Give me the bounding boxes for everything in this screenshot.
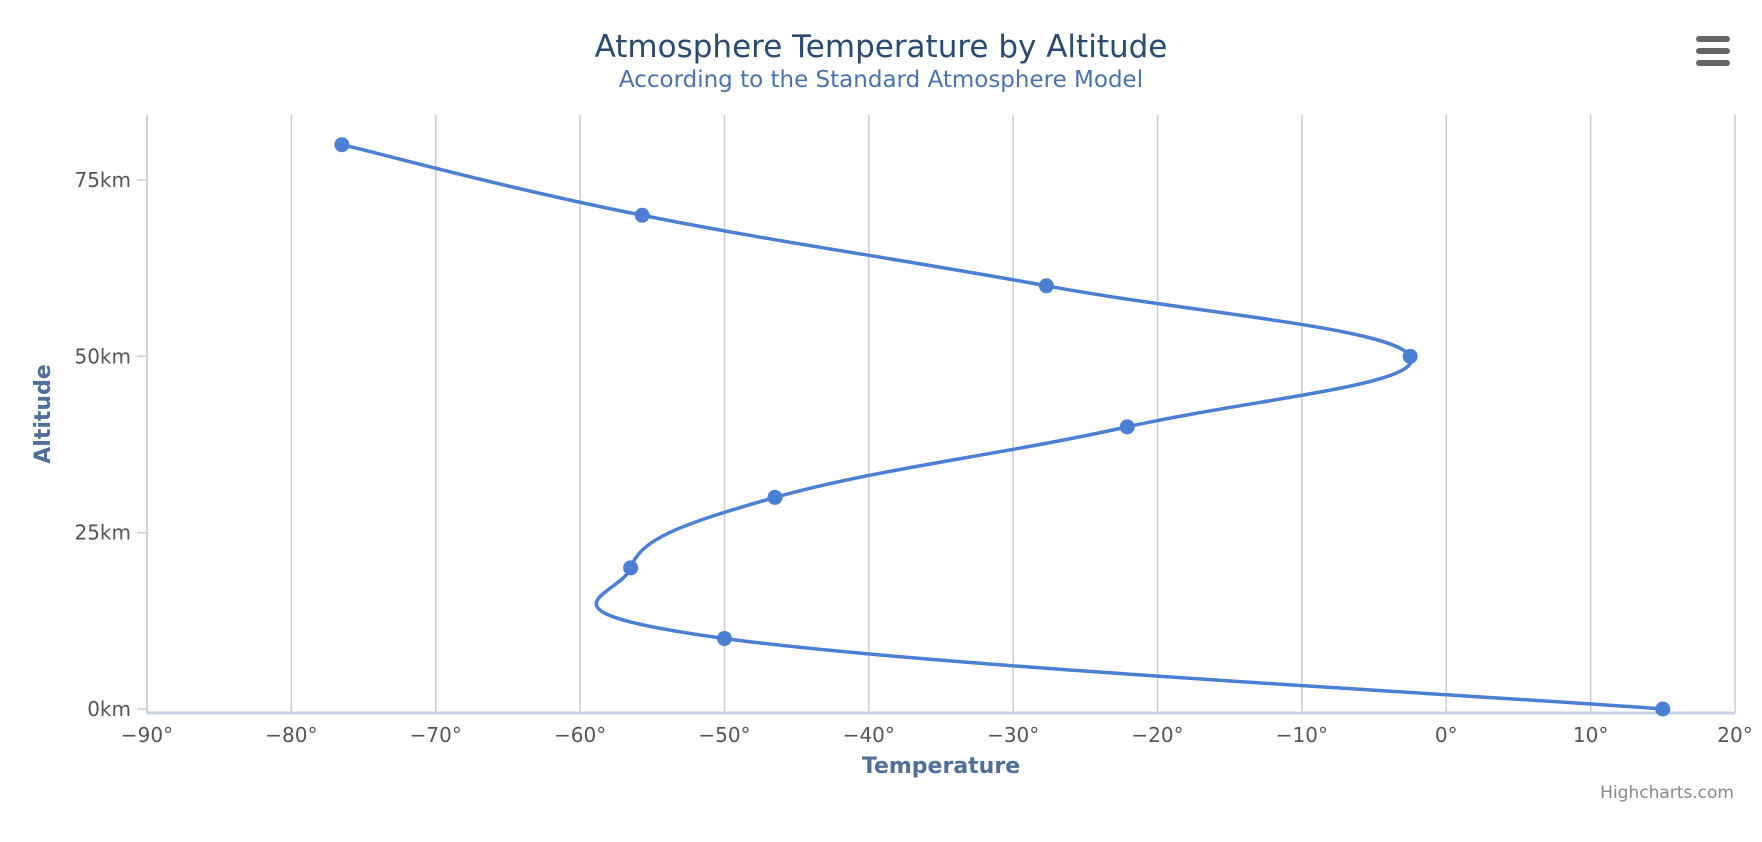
x-tick-label: −80° — [265, 723, 317, 747]
y-tick-label: 50km — [74, 344, 131, 368]
y-tick-label: 75km — [74, 168, 131, 192]
data-point[interactable] — [1038, 278, 1054, 294]
axes — [146, 115, 1735, 715]
x-tick-label: −40° — [843, 723, 895, 747]
chart-title: Atmosphere Temperature by Altitude — [595, 29, 1168, 65]
x-tick-label: −50° — [698, 723, 750, 747]
data-point[interactable] — [716, 630, 732, 646]
series-temperature — [334, 137, 1671, 717]
data-point[interactable] — [767, 489, 783, 505]
data-point[interactable] — [1655, 701, 1671, 717]
menu-icon-bar-3 — [1696, 60, 1730, 66]
x-grid-lines — [146, 115, 1736, 713]
credits-link[interactable]: Highcharts.com — [1600, 783, 1734, 803]
data-point[interactable] — [334, 137, 350, 153]
x-tick-label: −90° — [121, 723, 173, 747]
chart-subtitle: According to the Standard Atmosphere Mod… — [619, 67, 1143, 93]
x-tick-label: −70° — [410, 723, 462, 747]
x-axis-title: Temperature — [862, 754, 1020, 779]
x-tick-label: −20° — [1131, 723, 1183, 747]
x-tick-label: 0° — [1435, 723, 1458, 747]
context-menu-button[interactable] — [1690, 28, 1734, 68]
menu-icon-bar-2 — [1696, 48, 1730, 54]
x-tick-label: −10° — [1276, 723, 1328, 747]
hamburger-menu-icon — [1696, 36, 1730, 66]
data-point[interactable] — [1119, 419, 1135, 435]
x-tick-label: −60° — [554, 723, 606, 747]
series-line — [340, 142, 1665, 711]
x-tick-label: −30° — [987, 723, 1039, 747]
y-axis-tick-labels: 0km 25km 50km 75km — [74, 168, 147, 721]
x-axis-tick-labels: −90° −80° −70° −60° −50° −40° −30° −20° −10° 0° 10… — [121, 723, 1753, 747]
y-tick-label: 25km — [74, 521, 131, 545]
data-point[interactable] — [1402, 348, 1418, 364]
data-point[interactable] — [623, 560, 639, 576]
y-axis-title: Altitude — [31, 364, 56, 463]
data-point[interactable] — [634, 207, 650, 223]
menu-icon-bar-1 — [1696, 36, 1730, 42]
y-tick-label: 0km — [87, 697, 131, 721]
x-tick-label: 20° — [1717, 723, 1752, 747]
x-tick-label: 10° — [1573, 723, 1608, 747]
